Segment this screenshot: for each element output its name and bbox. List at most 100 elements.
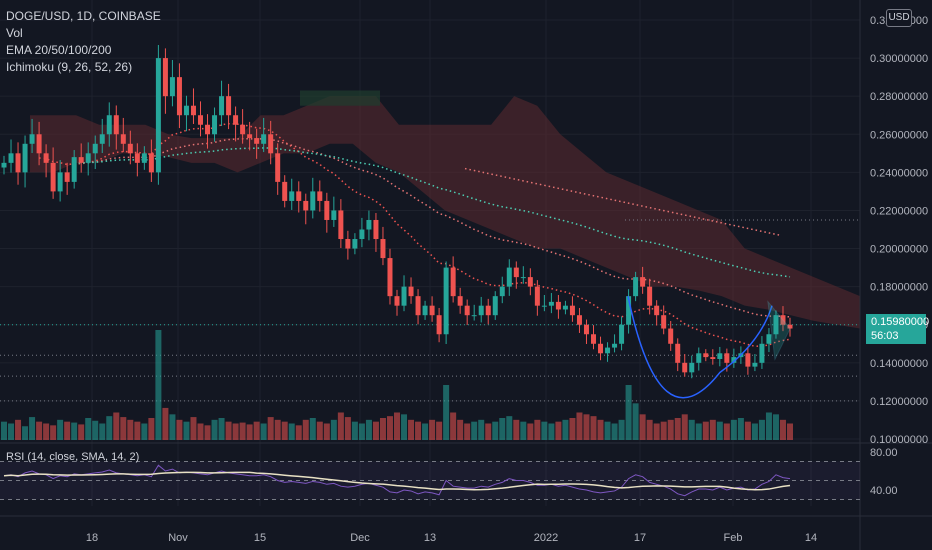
- candle-body: [169, 77, 175, 97]
- candle-body: [155, 58, 161, 173]
- candle-body: [233, 115, 239, 125]
- time-axis-label: 14: [805, 532, 817, 544]
- volume-bar: [436, 421, 443, 440]
- candle-body: [555, 301, 561, 310]
- candle-body: [429, 305, 435, 316]
- volume-bar: [246, 424, 253, 440]
- volume-bar: [351, 421, 358, 440]
- time-axis-label: 18: [86, 532, 98, 544]
- rsi-axis-label: 80.00: [870, 447, 898, 459]
- volume-bar: [751, 423, 758, 440]
- volume-bar: [562, 419, 569, 440]
- candle-body: [541, 305, 547, 307]
- volume-bar: [541, 421, 548, 440]
- volume-bar: [499, 418, 506, 440]
- volume-bar: [169, 414, 176, 440]
- candle-body: [506, 267, 512, 287]
- candle-body: [492, 296, 498, 316]
- volume-bar: [471, 421, 478, 440]
- rsi-indicator-label[interactable]: RSI (14, close, SMA, 14, 2): [6, 451, 140, 463]
- candle-body: [415, 296, 421, 316]
- volume-bar: [772, 414, 779, 440]
- candle-body: [724, 353, 730, 363]
- ema-indicator-label[interactable]: EMA 20/50/100/200: [6, 43, 112, 57]
- candle-body: [485, 305, 491, 316]
- ema-50-line: [74, 138, 791, 318]
- time-axis-label: 2022: [534, 532, 558, 544]
- candle-body: [661, 315, 667, 329]
- volume-bar: [415, 421, 422, 440]
- currency-button[interactable]: USD: [886, 9, 912, 27]
- volume-bar: [730, 419, 737, 440]
- candle-body: [717, 353, 723, 360]
- time-axis-label: Nov: [168, 532, 188, 544]
- candle-body: [366, 219, 372, 230]
- volume-bar: [443, 385, 450, 440]
- volume-bar: [288, 423, 295, 440]
- price-axis-label: 0.10000000: [870, 434, 928, 446]
- candle-body: [198, 115, 203, 125]
- candle-body: [64, 172, 70, 182]
- candle-body: [29, 134, 35, 144]
- volume-bar: [120, 417, 127, 440]
- volume-bar: [71, 422, 78, 440]
- ema-20-line: [39, 123, 791, 348]
- volume-bar: [281, 421, 288, 440]
- volume-bar: [22, 426, 29, 440]
- volume-bar: [141, 423, 148, 440]
- rsi-line: [3, 464, 791, 497]
- last-price-value: 0.15980000: [871, 316, 930, 328]
- candle-body: [15, 153, 21, 173]
- candle-body: [141, 153, 147, 163]
- candle-body: [773, 315, 779, 335]
- volume-indicator-label[interactable]: Vol: [6, 26, 23, 40]
- volume-bar: [85, 418, 92, 440]
- candle-body: [548, 301, 554, 306]
- candle-body: [134, 153, 140, 163]
- volume-bar: [688, 419, 695, 440]
- candle-body: [219, 96, 225, 116]
- volume-bar: [239, 422, 246, 440]
- candle-body: [296, 191, 302, 201]
- candle-body: [527, 277, 533, 287]
- candle-body: [85, 153, 91, 163]
- price-axis-label: 0.22000000: [870, 205, 928, 217]
- candle-body: [92, 143, 98, 154]
- volume-bar: [232, 423, 239, 440]
- time-axis-label: 17: [634, 532, 646, 544]
- volume-bar: [253, 421, 260, 440]
- candle-body: [640, 277, 646, 287]
- candle-body: [162, 58, 168, 97]
- volume-bar: [709, 419, 716, 440]
- time-axis-label: Dec: [350, 532, 370, 544]
- volume-bar: [422, 423, 429, 440]
- volume-bar: [29, 417, 36, 440]
- volume-bar: [36, 421, 43, 440]
- candle-body: [247, 134, 253, 139]
- rsi-sma-line: [3, 471, 791, 491]
- volume-bar: [15, 419, 22, 440]
- volume-bar: [492, 421, 499, 440]
- candle-body: [787, 324, 793, 329]
- price-axis-label: 0.26000000: [870, 129, 928, 141]
- price-axis-label: 0.24000000: [870, 167, 928, 179]
- candle-body: [457, 296, 463, 306]
- ichimoku-indicator-label[interactable]: Ichimoku (9, 26, 52, 26): [6, 60, 133, 74]
- ichimoku-cloud: [30, 96, 860, 329]
- volume-bar: [744, 421, 751, 440]
- volume-bar: [43, 423, 50, 440]
- volume-bar: [660, 421, 667, 440]
- volume-bar: [569, 418, 576, 440]
- volume-bar: [211, 419, 218, 440]
- volume-bar: [401, 414, 408, 440]
- candle-body: [422, 305, 428, 316]
- candle-body: [633, 277, 639, 297]
- candle-body: [268, 134, 274, 154]
- cup-pattern-annotation: [627, 296, 773, 399]
- candle-body: [598, 343, 604, 354]
- volume-bar: [148, 418, 155, 440]
- volume-bar: [611, 423, 618, 440]
- candle-body: [668, 328, 674, 344]
- candle-body: [106, 115, 112, 135]
